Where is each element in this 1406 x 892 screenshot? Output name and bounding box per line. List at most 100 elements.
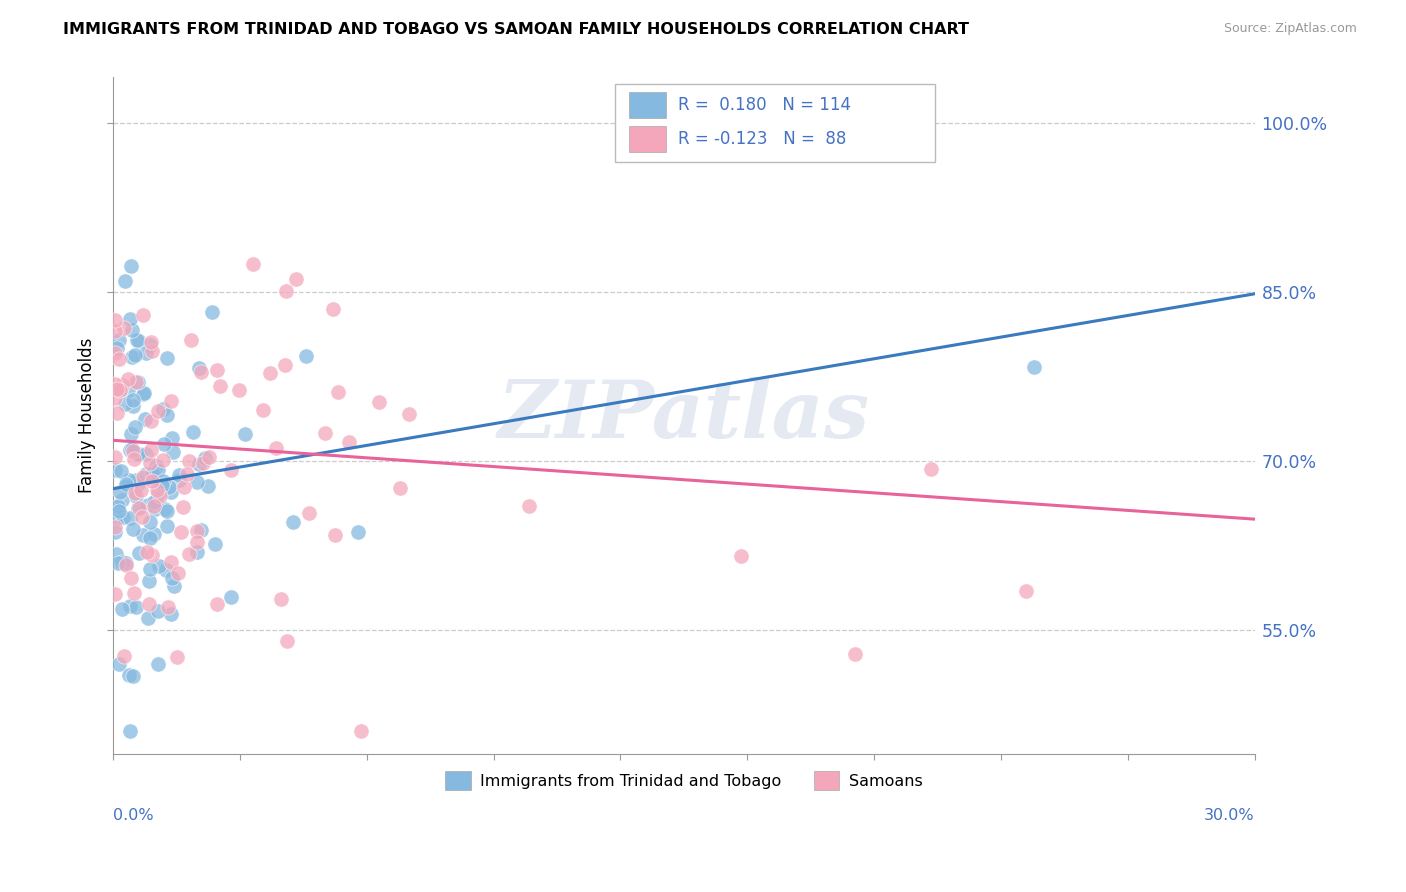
Point (148, 558, 170, 573)
Point (167, 566, 190, 580)
Text: ZIPatlas: ZIPatlas (498, 376, 870, 454)
Point (105, 406, 128, 420)
Point (148, 486, 170, 500)
Point (152, 474, 174, 488)
Point (142, 467, 165, 481)
Point (120, 259, 142, 273)
Point (110, 382, 132, 396)
Point (125, 445, 148, 459)
Point (143, 499, 166, 513)
Point (104, 525, 127, 540)
Point (139, 562, 162, 576)
Point (104, 520, 127, 534)
Point (179, 547, 201, 561)
Point (181, 425, 204, 439)
Point (170, 525, 193, 540)
Point (186, 545, 208, 559)
Point (160, 555, 183, 569)
Text: IMMIGRANTS FROM TRINIDAD AND TOBAGO VS SAMOAN FAMILY HOUSEHOLDS CORRELATION CHAR: IMMIGRANTS FROM TRINIDAD AND TOBAGO VS S… (63, 22, 969, 37)
Point (136, 499, 159, 513)
Point (104, 463, 127, 477)
Point (270, 592, 292, 607)
Point (107, 382, 129, 396)
Point (136, 611, 159, 625)
Point (124, 348, 146, 362)
Point (104, 312, 127, 326)
Y-axis label: Family Households: Family Households (79, 338, 96, 493)
Point (136, 545, 159, 559)
Point (128, 500, 150, 515)
Point (141, 467, 163, 481)
Point (108, 504, 131, 518)
Point (118, 668, 141, 682)
Point (1015, 583, 1038, 598)
Point (153, 502, 176, 516)
Point (276, 633, 298, 648)
Point (124, 474, 146, 488)
Point (156, 519, 179, 533)
Point (125, 489, 148, 503)
Point (124, 585, 146, 599)
Point (152, 477, 174, 491)
Point (388, 481, 411, 495)
Point (127, 447, 149, 461)
Point (121, 351, 143, 365)
Legend: Immigrants from Trinidad and Tobago, Samoans: Immigrants from Trinidad and Tobago, Sam… (439, 765, 929, 797)
Point (148, 404, 170, 418)
Point (124, 419, 146, 434)
Point (117, 372, 139, 386)
Point (138, 338, 160, 352)
Point (120, 442, 142, 457)
Point (122, 444, 145, 458)
Point (128, 334, 150, 348)
Point (135, 346, 157, 360)
Point (135, 467, 157, 481)
Point (172, 500, 194, 514)
Point (146, 463, 169, 477)
Point (104, 587, 127, 601)
Point (145, 483, 167, 497)
Point (298, 506, 321, 520)
Point (233, 426, 256, 441)
Point (337, 435, 360, 450)
Point (132, 386, 155, 401)
Point (517, 499, 540, 513)
Point (167, 468, 190, 483)
Point (204, 537, 226, 551)
Point (187, 361, 209, 376)
Point (127, 476, 149, 491)
Point (117, 384, 139, 398)
Point (197, 450, 219, 464)
Point (111, 493, 134, 508)
Point (193, 456, 215, 470)
Point (284, 272, 307, 286)
Point (110, 464, 132, 478)
Point (146, 604, 169, 618)
Point (177, 454, 200, 468)
Point (186, 535, 208, 549)
Point (145, 493, 167, 508)
Point (104, 325, 127, 339)
Point (120, 312, 142, 326)
Point (107, 657, 129, 672)
Point (105, 510, 128, 524)
Point (104, 377, 127, 392)
Point (138, 597, 160, 611)
Point (120, 724, 142, 739)
Point (920, 462, 942, 476)
Point (188, 457, 211, 471)
Point (153, 436, 176, 450)
Point (145, 458, 167, 473)
Point (205, 363, 228, 377)
Text: R = -0.123   N =  88: R = -0.123 N = 88 (678, 130, 846, 148)
Point (201, 304, 224, 318)
Point (221, 590, 243, 604)
Point (139, 456, 162, 470)
Point (242, 256, 264, 270)
Point (111, 556, 134, 570)
Text: R =  0.180   N = 114: R = 0.180 N = 114 (678, 96, 851, 114)
Point (127, 375, 149, 389)
Point (186, 524, 208, 538)
Text: 30.0%: 30.0% (1204, 807, 1254, 822)
Point (122, 668, 145, 682)
